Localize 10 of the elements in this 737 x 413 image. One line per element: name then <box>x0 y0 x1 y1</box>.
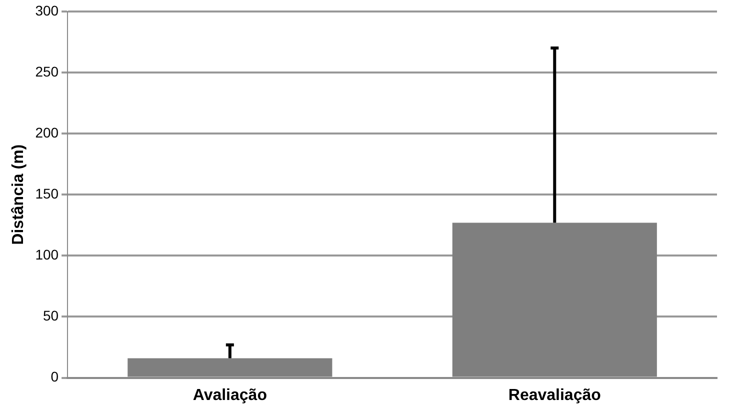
x-tick-label: Avaliação <box>192 386 268 404</box>
y-tick-label: 0 <box>50 368 59 385</box>
y-tick-label: 50 <box>42 308 59 324</box>
x-tick-label: Reavaliação <box>508 386 602 404</box>
y-tick-label: 250 <box>35 63 59 80</box>
y-tick-label: 100 <box>35 246 59 263</box>
y-tick-label: 150 <box>35 185 59 202</box>
y-axis-title: Distância (m) <box>10 144 28 245</box>
y-tick-label: 200 <box>35 124 59 140</box>
y-tick-label: 300 <box>35 2 59 18</box>
